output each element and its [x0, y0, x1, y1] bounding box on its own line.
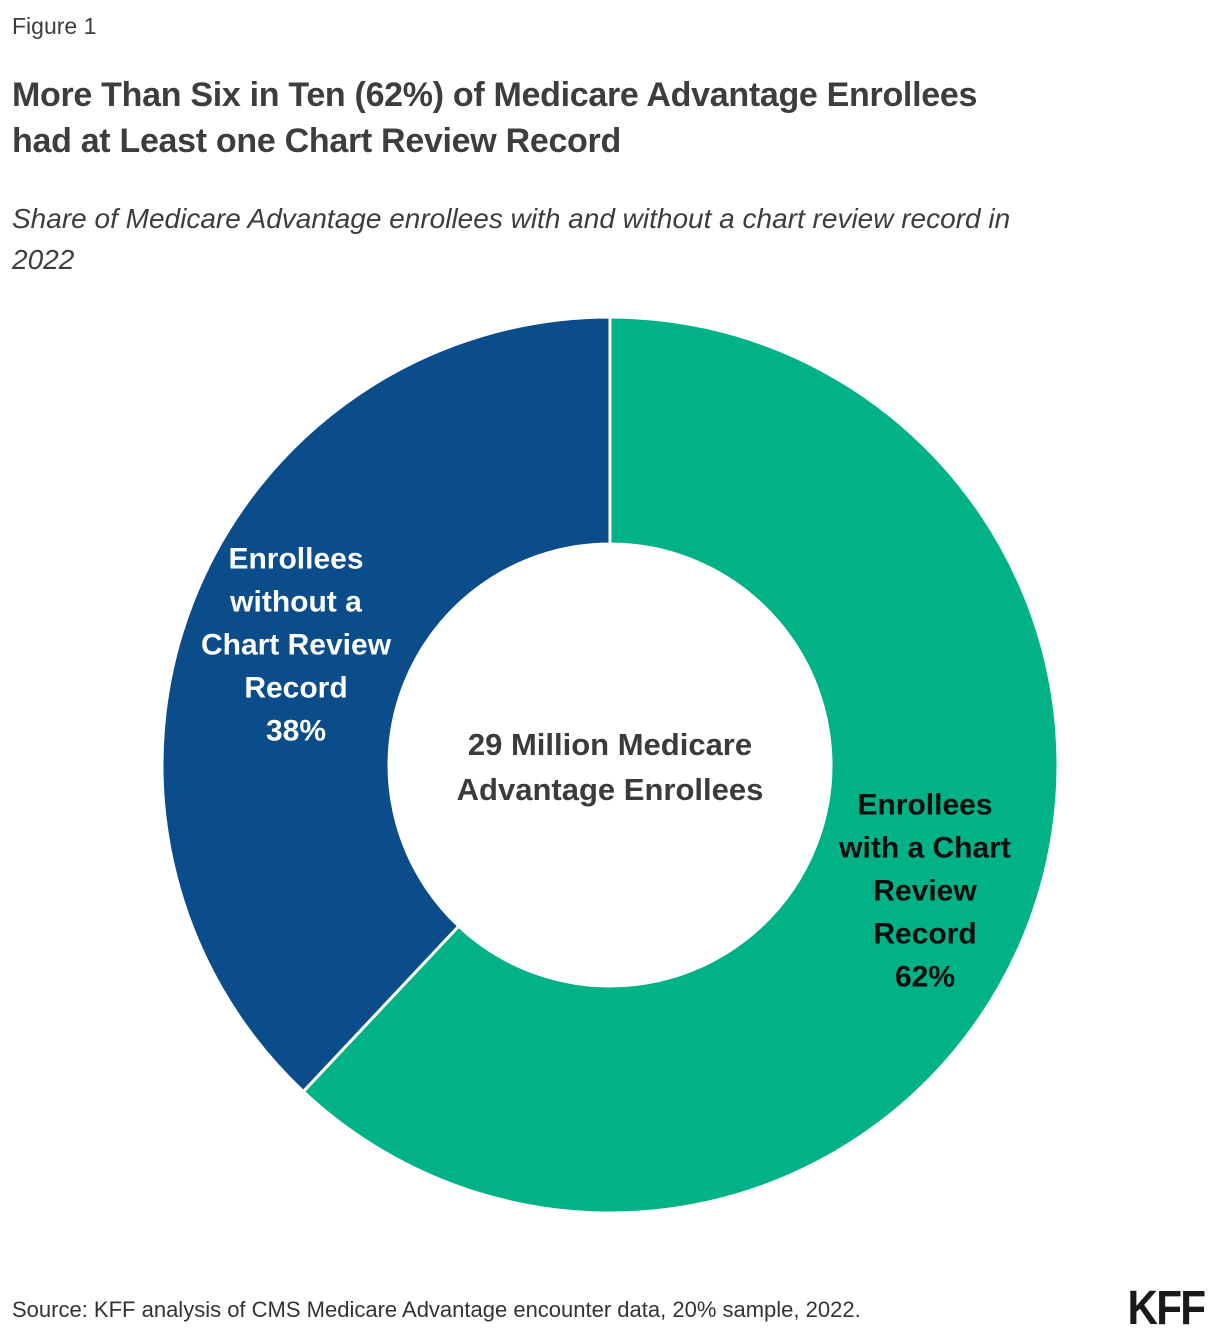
figure-label: Figure 1 — [12, 13, 97, 39]
slice-label-line: Enrollees — [228, 542, 364, 576]
chart-subtitle: Share of Medicare Advantage enrollees wi… — [12, 203, 1011, 275]
slice-label-line: Chart Review — [200, 628, 392, 662]
center-label-line2: Advantage Enrollees — [456, 772, 764, 807]
slice-label-line: without a — [230, 585, 362, 619]
slice-label-line: Record — [244, 671, 348, 705]
slice-label-line: Record — [873, 917, 977, 951]
chart-title: More Than Six in Ten (62%) of Medicare A… — [12, 76, 978, 160]
source-note: Source: KFF analysis of CMS Medicare Adv… — [12, 1297, 861, 1322]
kff-logo: KFF — [1127, 1282, 1206, 1335]
slice-label-line: 62% — [894, 960, 956, 994]
slice-label-without-record: Enrollees without a Chart Review Record 38% — [201, 538, 391, 753]
slice-label-line: Review — [873, 874, 977, 908]
slice-label-line: with a Chart — [839, 831, 1011, 865]
slice-label-with-record: Enrollees with a Chart Review Record 62% — [839, 784, 1011, 999]
center-label-line1: 29 Million Medicare — [467, 727, 753, 762]
donut-slice-without-record — [160, 315, 612, 1094]
slice-label-line: 38% — [265, 714, 327, 748]
donut-center-label: 29 Million Medicare Advantage Enrollees — [380, 722, 840, 812]
donut-slice-with-record — [301, 315, 1060, 1215]
slice-label-line: Enrollees — [857, 788, 993, 822]
